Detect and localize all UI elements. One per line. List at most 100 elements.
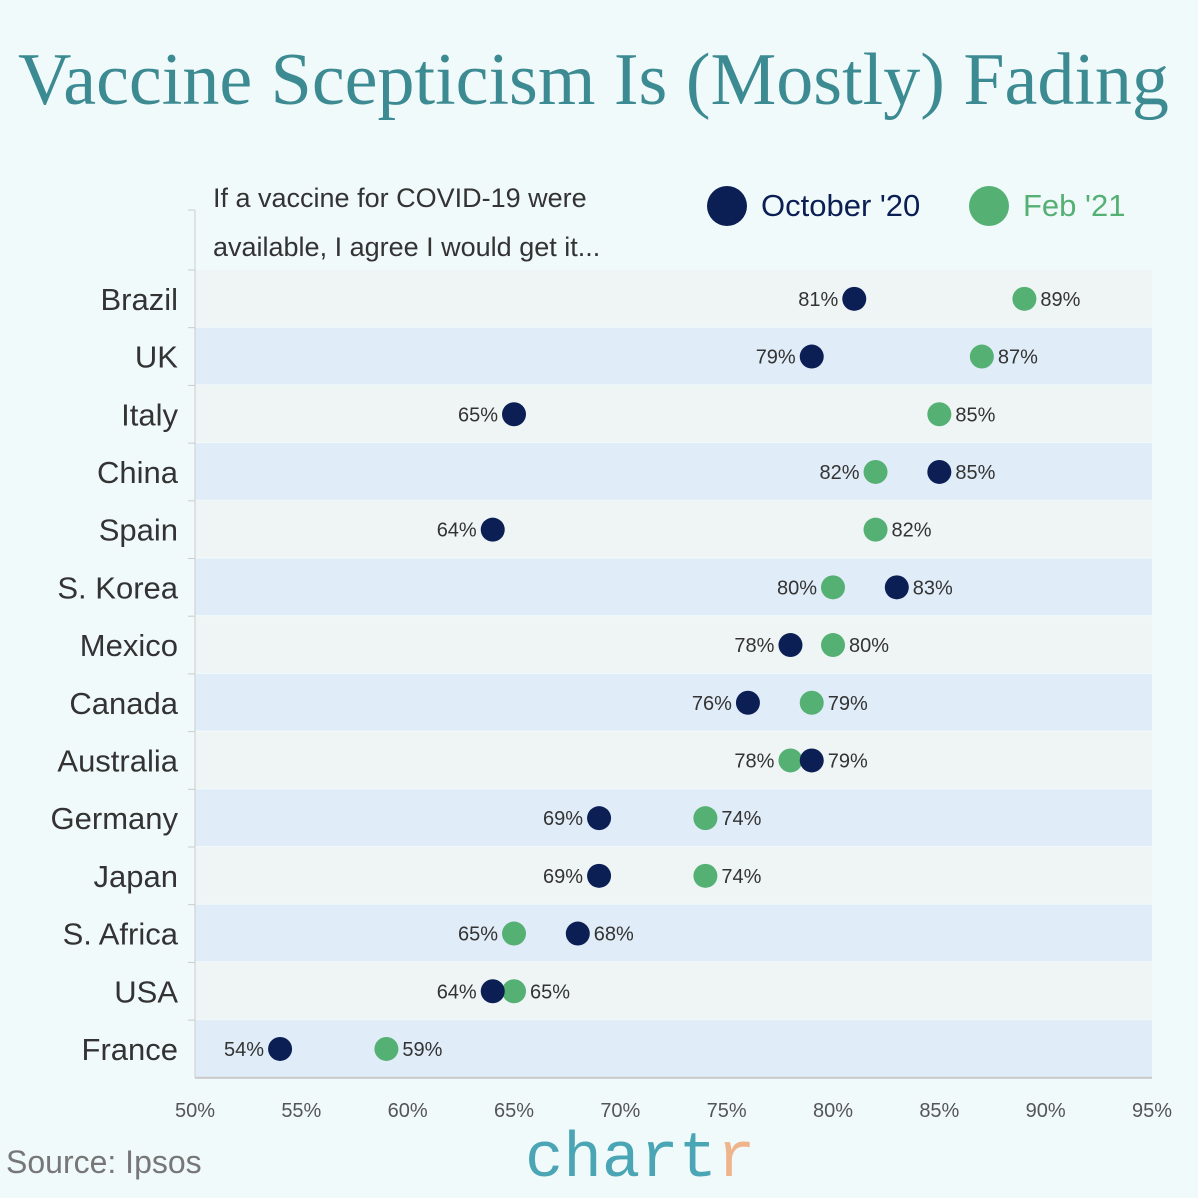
legend-marker-feb <box>969 186 1009 226</box>
data-label: 79% <box>756 347 796 369</box>
row-band <box>195 962 1152 1020</box>
dot-feb <box>969 344 994 369</box>
data-label: 76% <box>692 693 732 715</box>
data-label: 65% <box>458 404 498 426</box>
category-label: Australia <box>57 743 178 778</box>
dot-october <box>842 286 867 311</box>
dot-october <box>778 633 803 658</box>
row-band <box>195 270 1152 327</box>
dot-feb <box>863 459 888 484</box>
x-tick-label: 80% <box>813 1100 853 1122</box>
data-label: 80% <box>849 635 889 657</box>
data-label: 82% <box>892 520 932 542</box>
data-label: 64% <box>437 520 477 542</box>
legend-label-feb: Feb '21 <box>1023 188 1126 223</box>
dot-feb <box>693 863 718 888</box>
dot-feb <box>1012 286 1037 311</box>
data-label: 74% <box>721 866 761 888</box>
dot-october <box>480 979 505 1004</box>
category-label: Germany <box>51 801 179 836</box>
row-band <box>195 673 1152 731</box>
data-label: 85% <box>955 462 995 484</box>
data-label: 59% <box>402 1039 442 1061</box>
row-band <box>195 500 1152 558</box>
dot-october <box>480 517 505 542</box>
dot-feb <box>374 1036 399 1061</box>
dot-october <box>268 1036 293 1061</box>
x-tick-label: 90% <box>1026 1100 1066 1122</box>
data-label: 64% <box>437 981 477 1003</box>
dot-feb <box>693 806 718 831</box>
logo-main: chart <box>525 1124 718 1196</box>
data-label: 78% <box>734 750 774 772</box>
dot-october <box>565 921 590 946</box>
category-label: S. Korea <box>57 570 178 605</box>
legend-marker-october <box>707 186 747 226</box>
dot-october <box>884 575 909 600</box>
x-tick-label: 50% <box>175 1100 215 1122</box>
category-label: Canada <box>69 686 178 721</box>
dot-feb <box>821 633 845 658</box>
row-band <box>195 1020 1152 1077</box>
dot-feb <box>863 517 888 542</box>
category-label: UK <box>135 340 178 375</box>
data-label: 74% <box>721 808 761 830</box>
category-label: France <box>82 1032 178 1067</box>
x-tick-label: 85% <box>919 1100 959 1122</box>
data-label: 87% <box>998 347 1038 369</box>
category-label: USA <box>114 974 178 1009</box>
logo-accent: r <box>717 1124 756 1196</box>
category-label: Spain <box>99 513 178 548</box>
data-label: 79% <box>828 750 868 772</box>
dot-october <box>799 344 824 369</box>
data-label: 83% <box>913 577 953 599</box>
dot-october <box>587 863 612 888</box>
data-label: 79% <box>828 693 868 715</box>
chartr-logo: chartr <box>525 1128 755 1192</box>
data-label: 80% <box>777 577 817 599</box>
data-label: 81% <box>798 289 838 311</box>
dot-october <box>587 806 612 831</box>
category-label: Brazil <box>100 282 178 317</box>
row-band <box>195 443 1152 500</box>
data-label: 68% <box>594 924 634 946</box>
dot-feb <box>799 690 824 715</box>
data-label: 89% <box>1040 289 1080 311</box>
dot-feb <box>927 402 952 427</box>
data-label: 65% <box>458 924 498 946</box>
row-band <box>195 789 1152 846</box>
chart-subtitle: If a vaccine for COVID-19 were available… <box>213 183 601 262</box>
data-label: 82% <box>820 462 860 484</box>
category-label: Japan <box>94 859 178 894</box>
row-band <box>195 558 1152 616</box>
row-band <box>195 385 1152 443</box>
data-label: 78% <box>734 635 774 657</box>
dot-october <box>799 748 824 773</box>
legend-item-feb: Feb '21 <box>969 186 1125 226</box>
dot-feb <box>502 921 526 946</box>
dot-feb <box>778 748 803 773</box>
data-label: 85% <box>955 404 995 426</box>
dot-feb <box>821 575 845 600</box>
row-band <box>195 731 1152 789</box>
x-tick-label: 95% <box>1132 1100 1172 1122</box>
dot-october <box>927 459 952 484</box>
chart-title: Vaccine Scepticism Is (Mostly) Fading <box>18 39 1169 121</box>
legend-item-october: October '20 <box>707 186 920 226</box>
data-label: 54% <box>224 1039 264 1061</box>
dot-october <box>735 690 760 715</box>
row-band <box>195 616 1152 673</box>
category-label: Italy <box>121 397 178 432</box>
source-note: Source: Ipsos <box>6 1144 202 1180</box>
data-label: 69% <box>543 808 583 830</box>
data-label: 69% <box>543 866 583 888</box>
x-tick-label: 70% <box>600 1100 640 1122</box>
data-label: 65% <box>530 981 570 1003</box>
legend-label-october: October '20 <box>761 188 921 223</box>
dot-feb <box>502 979 526 1004</box>
x-tick-label: 55% <box>281 1100 321 1122</box>
x-tick-label: 60% <box>388 1100 428 1122</box>
row-band <box>195 847 1152 904</box>
x-tick-label: 75% <box>707 1100 747 1122</box>
